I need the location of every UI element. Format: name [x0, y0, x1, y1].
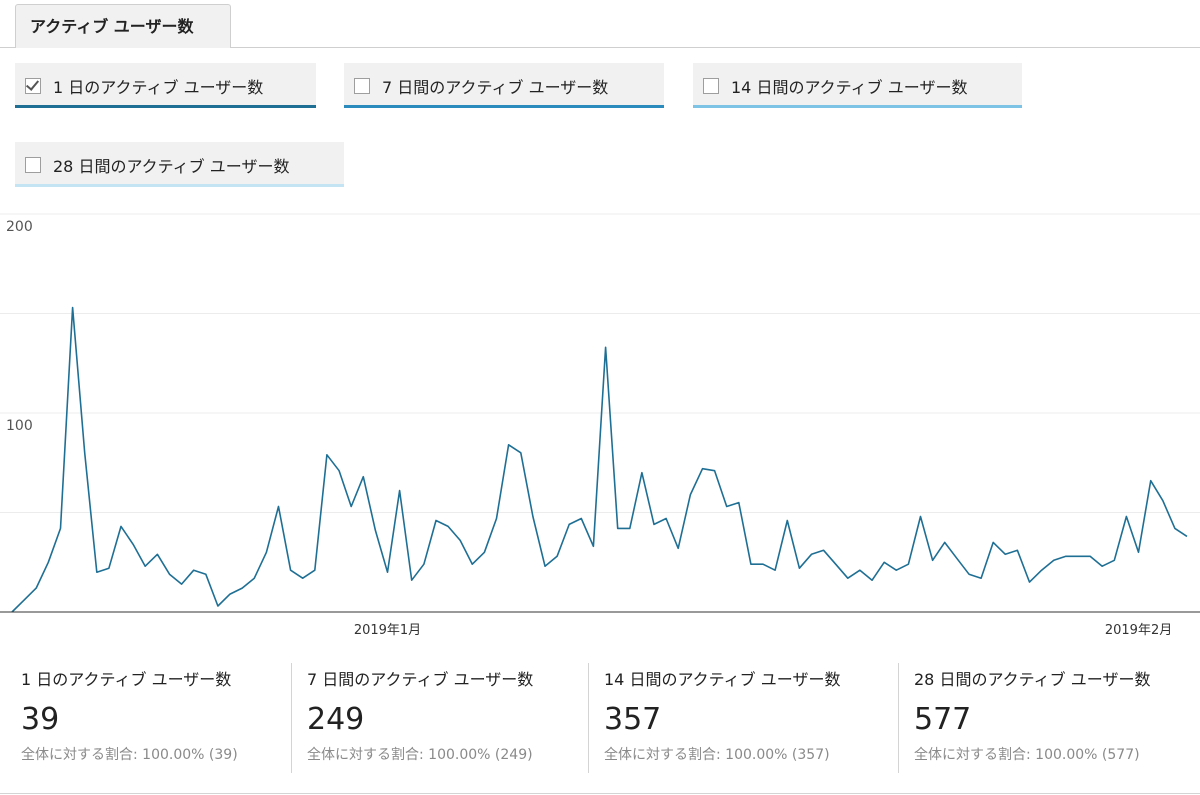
share-prefix: 全体に対する割合: — [604, 747, 721, 763]
summary-label: 1 日のアクティブ ユーザー数 — [21, 670, 232, 689]
summary-share: 全体に対する割合: 100.00% (249) — [307, 744, 533, 764]
summary-label: 7 日間のアクティブ ユーザー数 — [307, 670, 534, 689]
share-value: 100.00% (39) — [142, 747, 238, 763]
x-tick-label: 2019年1月 — [354, 623, 421, 638]
toggle-label: 28 日間のアクティブ ユーザー数 — [53, 156, 290, 176]
series-color-underline — [15, 105, 316, 108]
checkbox-1-day[interactable] — [25, 77, 41, 94]
summary-row: 1 日のアクティブ ユーザー数 39 全体に対する割合: 100.00% (39… — [0, 648, 1200, 795]
tab-active-users[interactable]: アクティブ ユーザー数 — [15, 4, 231, 48]
checkbox-14-day[interactable] — [703, 77, 719, 94]
summary-share: 全体に対する割合: 100.00% (577) — [914, 744, 1140, 764]
toggle-label: 7 日間のアクティブ ユーザー数 — [382, 77, 609, 97]
summary-value: 357 — [604, 702, 662, 737]
summary-share: 全体に対する割合: 100.00% (39) — [21, 744, 238, 764]
y-tick-label: 200 — [6, 219, 33, 235]
toggle-7-day-active-users[interactable]: 7 日間のアクティブ ユーザー数 — [344, 63, 664, 108]
summary-label: 14 日間のアクティブ ユーザー数 — [604, 670, 841, 689]
summary-share: 全体に対する割合: 100.00% (357) — [604, 744, 830, 764]
divider — [588, 663, 589, 773]
summary-value: 249 — [307, 702, 365, 737]
share-prefix: 全体に対する割合: — [21, 747, 138, 763]
summary-value: 39 — [21, 702, 60, 737]
share-value: 100.00% (249) — [428, 747, 533, 763]
divider — [291, 663, 292, 773]
y-tick-label: 100 — [6, 418, 33, 434]
toggle-14-day-active-users[interactable]: 14 日間のアクティブ ユーザー数 — [693, 63, 1022, 108]
toggle-1-day-active-users[interactable]: 1 日のアクティブ ユーザー数 — [15, 63, 316, 108]
tab-bar: アクティブ ユーザー数 — [0, 0, 1200, 48]
series-color-underline — [344, 105, 664, 108]
share-prefix: 全体に対する割合: — [914, 747, 1031, 763]
tab-label: アクティブ ユーザー数 — [30, 17, 194, 36]
series-color-underline — [15, 184, 344, 187]
summary-value: 577 — [914, 702, 972, 737]
toggle-label: 14 日間のアクティブ ユーザー数 — [731, 77, 968, 97]
x-tick-label: 2019年2月 — [1105, 623, 1172, 638]
summary-label: 28 日間のアクティブ ユーザー数 — [914, 670, 1151, 689]
toggle-label: 1 日のアクティブ ユーザー数 — [53, 77, 264, 97]
checkbox-28-day[interactable] — [25, 156, 41, 173]
checkbox-7-day[interactable] — [354, 77, 370, 94]
series-color-underline — [693, 105, 1022, 108]
summary-bottom-border — [0, 793, 1200, 794]
series-line-1-day-active-users — [11, 306, 1188, 613]
share-prefix: 全体に対する割合: — [307, 747, 424, 763]
share-value: 100.00% (577) — [1035, 747, 1140, 763]
share-value: 100.00% (357) — [725, 747, 830, 763]
toggle-28-day-active-users[interactable]: 28 日間のアクティブ ユーザー数 — [15, 142, 344, 187]
divider — [898, 663, 899, 773]
